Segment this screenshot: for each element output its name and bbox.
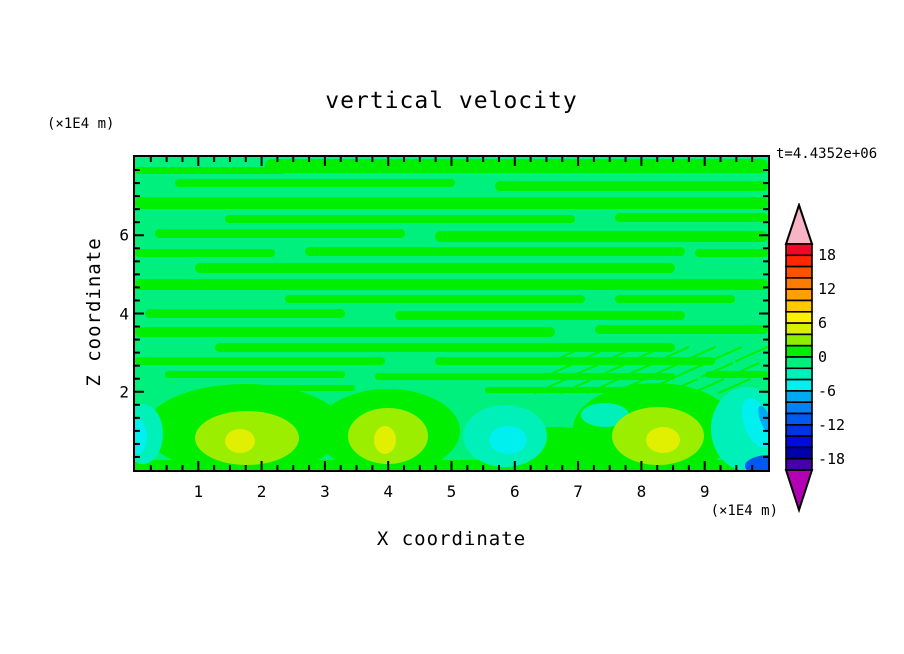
colorbar-tick-label: -6 (818, 381, 837, 400)
colorbar-tick-label: 18 (818, 246, 837, 265)
x-tick-label: 1 (193, 482, 204, 501)
x-tick-label: 9 (699, 482, 710, 501)
y-tick-label: 6 (119, 225, 129, 245)
chart-title: vertical velocity (325, 88, 578, 114)
y-tick-label: 2 (119, 382, 129, 402)
plot-frame (133, 155, 770, 472)
colorbar-tick-label: 6 (818, 314, 828, 333)
x-tick-label: 6 (509, 482, 520, 501)
x-tick-label: 4 (383, 482, 394, 501)
time-annotation: t=4.4352e+06 (776, 146, 878, 162)
x-tick-label: 8 (636, 482, 647, 501)
x-tick-label: 7 (573, 482, 583, 501)
contour-field (135, 157, 768, 470)
y-tick-label: 4 (119, 304, 129, 323)
colorbar-tick-label: -12 (818, 415, 846, 434)
x-axis-title: X coordinate (376, 528, 527, 550)
x-tick-label: 2 (256, 482, 267, 501)
colorbar-tick-label: -18 (818, 449, 846, 468)
y-axis-unit-label: (×1E4 m) (47, 116, 115, 132)
colorbar-tick-label: 12 (818, 280, 837, 299)
x-tick-label: 3 (320, 482, 330, 501)
x-axis-unit-label: (×1E4 m) (710, 503, 778, 519)
y-axis-title: Z coordinate (83, 237, 105, 387)
colorbar-tick-label: 0 (818, 348, 828, 366)
x-tick-label: 5 (446, 482, 457, 501)
colorbar (784, 203, 814, 514)
